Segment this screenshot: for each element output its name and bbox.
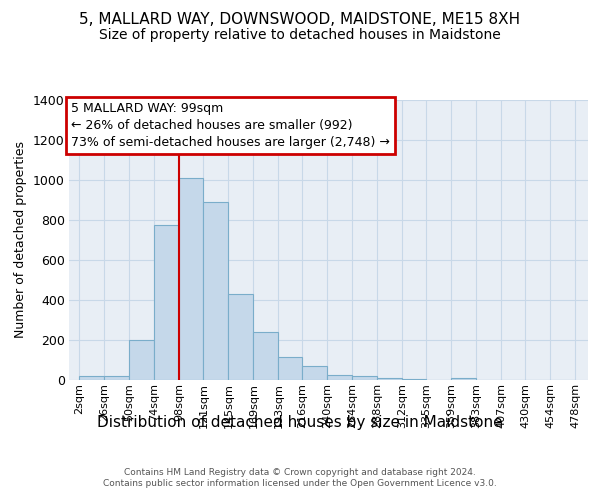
Y-axis label: Number of detached properties: Number of detached properties [14, 142, 28, 338]
Bar [377, 378, 403, 380]
Bar [253, 332, 278, 380]
Bar [154, 225, 179, 380]
Bar [104, 376, 130, 380]
Text: Contains HM Land Registry data © Crown copyright and database right 2024.
Contai: Contains HM Land Registry data © Crown c… [103, 468, 497, 487]
Bar [352, 376, 377, 380]
Bar [403, 379, 427, 380]
Bar [302, 366, 328, 380]
Bar [203, 202, 229, 380]
Text: 5, MALLARD WAY, DOWNSWOOD, MAIDSTONE, ME15 8XH: 5, MALLARD WAY, DOWNSWOOD, MAIDSTONE, ME… [79, 12, 521, 28]
Bar [79, 376, 104, 380]
Bar [278, 357, 302, 380]
Text: Distribution of detached houses by size in Maidstone: Distribution of detached houses by size … [97, 415, 503, 430]
Bar [451, 378, 476, 380]
Bar [229, 294, 253, 380]
Bar [130, 340, 154, 380]
Bar [179, 178, 203, 380]
Bar [328, 375, 352, 380]
Text: Size of property relative to detached houses in Maidstone: Size of property relative to detached ho… [99, 28, 501, 42]
Text: 5 MALLARD WAY: 99sqm
← 26% of detached houses are smaller (992)
73% of semi-deta: 5 MALLARD WAY: 99sqm ← 26% of detached h… [71, 102, 390, 149]
